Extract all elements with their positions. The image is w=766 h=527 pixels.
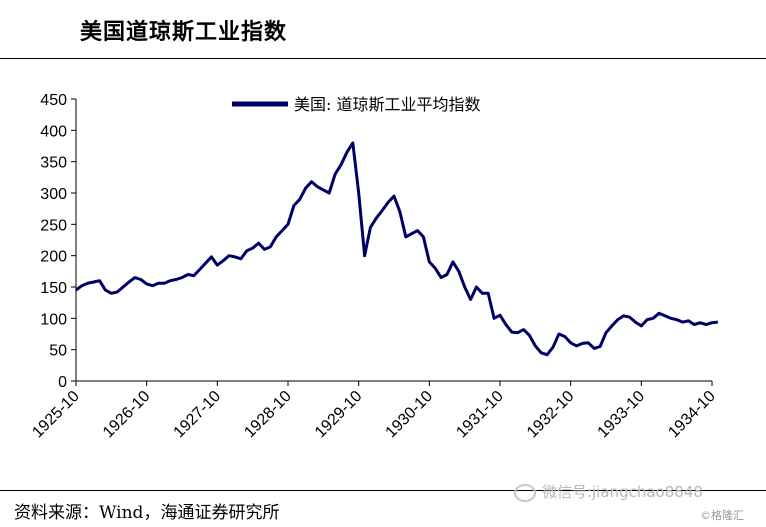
bottom-divider (0, 490, 766, 491)
y-tick-label: 0 (58, 374, 67, 391)
top-divider (0, 58, 766, 59)
x-tick-label: 1925-10 (29, 388, 83, 442)
x-tick-label: 1926-10 (100, 388, 154, 442)
y-tick-label: 250 (40, 217, 67, 234)
y-tick-label: 350 (40, 155, 67, 172)
y-tick-label: 450 (40, 92, 67, 109)
y-tick-label: 50 (49, 343, 67, 360)
wechat-icon (514, 483, 536, 502)
title-bar: 美国道琼斯工业指数 (0, 0, 766, 58)
y-tick-label: 150 (40, 280, 67, 297)
brand-mark: ©格隆汇 (700, 509, 744, 522)
x-tick-label: 1930-10 (383, 388, 437, 442)
x-tick-label: 1931-10 (453, 388, 507, 442)
x-tick-label: 1928-10 (241, 388, 295, 442)
x-tick-label: 1929-10 (312, 388, 366, 442)
line-chart: 0 50 100 150 200 250 300 350 400 450 1925-10 1926-1… (29, 92, 719, 442)
series-line (75, 141, 719, 357)
y-tick-label: 400 (40, 123, 67, 140)
watermark-text: 微信号:jiangchao8848 (542, 483, 703, 501)
legend-label: 美国: 道琼斯工业平均指数 (294, 95, 480, 114)
page-title: 美国道琼斯工业指数 (80, 19, 288, 45)
x-tick-label: 1932-10 (524, 388, 578, 442)
watermark: 微信号:jiangchao8848 (514, 481, 703, 502)
y-tick-label: 200 (40, 249, 67, 266)
y-tick-label: 300 (40, 186, 67, 203)
source-note: 资料来源：Wind，海通证券研究所 (14, 503, 280, 523)
x-tick-label: 1933-10 (595, 388, 649, 442)
x-tick-label: 1927-10 (171, 388, 225, 442)
y-tick-label: 100 (40, 311, 67, 328)
x-tick-label: 1934-10 (665, 388, 719, 442)
